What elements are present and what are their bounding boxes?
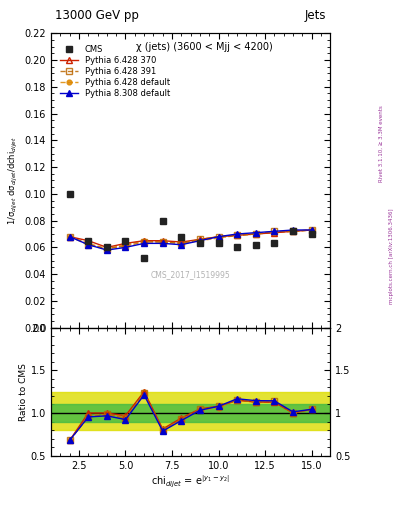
Text: mcplots.cern.ch [arXiv:1306.3436]: mcplots.cern.ch [arXiv:1306.3436] xyxy=(389,208,393,304)
Text: Jets: Jets xyxy=(305,9,326,22)
Pythia 6.428 default xyxy=(179,240,184,246)
Pythia 6.428 391 xyxy=(198,237,202,243)
Pythia 8.308 default xyxy=(290,227,295,233)
Bar xyxy=(51,392,330,430)
Line: Pythia 8.308 default: Pythia 8.308 default xyxy=(67,227,314,253)
CMS xyxy=(105,244,109,250)
Pythia 6.428 391 xyxy=(235,232,239,239)
Pythia 6.428 391 xyxy=(216,233,221,240)
Pythia 8.308 default xyxy=(160,240,165,246)
Pythia 6.428 370 xyxy=(290,228,295,234)
CMS xyxy=(67,191,72,197)
Text: CMS_2017_I1519995: CMS_2017_I1519995 xyxy=(151,270,230,279)
Pythia 6.428 391 xyxy=(253,231,258,237)
Pythia 6.428 default xyxy=(160,239,165,245)
X-axis label: chi$_{dijet}$ = e$^{|y_1 - y_2|}$: chi$_{dijet}$ = e$^{|y_1 - y_2|}$ xyxy=(151,473,230,489)
Pythia 6.428 391 xyxy=(67,233,72,240)
CMS xyxy=(179,233,184,240)
CMS xyxy=(235,244,239,250)
Pythia 8.308 default xyxy=(123,244,128,250)
Line: Pythia 6.428 391: Pythia 6.428 391 xyxy=(67,227,314,251)
Pythia 6.428 default xyxy=(290,228,295,234)
Pythia 6.428 370 xyxy=(105,244,109,250)
Pythia 6.428 370 xyxy=(67,233,72,240)
Legend: CMS, Pythia 6.428 370, Pythia 6.428 391, Pythia 6.428 default, Pythia 8.308 defa: CMS, Pythia 6.428 370, Pythia 6.428 391,… xyxy=(58,44,172,100)
Pythia 6.428 370 xyxy=(235,232,239,239)
Pythia 6.428 default xyxy=(86,240,91,246)
Pythia 6.428 default xyxy=(309,227,314,233)
Pythia 6.428 default xyxy=(142,238,147,244)
Pythia 6.428 391 xyxy=(179,240,184,246)
Pythia 6.428 370 xyxy=(198,237,202,243)
Line: Pythia 6.428 370: Pythia 6.428 370 xyxy=(67,227,314,250)
Pythia 6.428 370 xyxy=(123,240,128,246)
Pythia 6.428 default xyxy=(67,233,72,240)
Pythia 6.428 default xyxy=(105,246,109,252)
Y-axis label: 1/σ$_{dijet}$ dσ$_{dijet}$/dchi$_{dijet}$: 1/σ$_{dijet}$ dσ$_{dijet}$/dchi$_{dijet}… xyxy=(7,136,20,225)
Pythia 6.428 370 xyxy=(309,227,314,233)
Pythia 6.428 391 xyxy=(160,239,165,245)
CMS xyxy=(160,218,165,224)
CMS xyxy=(86,238,91,244)
Line: CMS: CMS xyxy=(67,191,314,261)
Pythia 6.428 370 xyxy=(86,238,91,244)
Line: Pythia 6.428 default: Pythia 6.428 default xyxy=(67,227,314,251)
Pythia 6.428 default xyxy=(253,231,258,237)
CMS xyxy=(142,255,147,261)
Pythia 8.308 default xyxy=(198,238,202,244)
CMS xyxy=(198,240,202,246)
Pythia 6.428 370 xyxy=(216,233,221,240)
Pythia 8.308 default xyxy=(179,242,184,248)
Pythia 8.308 default xyxy=(216,233,221,240)
Pythia 6.428 370 xyxy=(272,229,277,236)
Pythia 6.428 391 xyxy=(272,228,277,234)
Pythia 6.428 391 xyxy=(290,228,295,234)
Pythia 8.308 default xyxy=(309,227,314,233)
Text: χ (jets) (3600 < Mjj < 4200): χ (jets) (3600 < Mjj < 4200) xyxy=(136,42,273,52)
CMS xyxy=(309,231,314,237)
Pythia 6.428 391 xyxy=(309,227,314,233)
Bar xyxy=(51,404,330,421)
Text: 13000 GeV pp: 13000 GeV pp xyxy=(55,9,139,22)
Pythia 8.308 default xyxy=(67,233,72,240)
Pythia 8.308 default xyxy=(235,231,239,237)
Pythia 8.308 default xyxy=(272,228,277,234)
Pythia 6.428 391 xyxy=(105,246,109,252)
Pythia 8.308 default xyxy=(105,247,109,253)
CMS xyxy=(253,242,258,248)
Pythia 6.428 default xyxy=(123,242,128,248)
Pythia 6.428 391 xyxy=(142,239,147,245)
Pythia 6.428 default xyxy=(235,232,239,239)
Y-axis label: Ratio to CMS: Ratio to CMS xyxy=(19,362,28,421)
Pythia 6.428 370 xyxy=(160,238,165,244)
Text: Rivet 3.1.10, ≥ 3.3M events: Rivet 3.1.10, ≥ 3.3M events xyxy=(379,105,384,182)
Pythia 6.428 default xyxy=(272,229,277,236)
Pythia 6.428 370 xyxy=(142,238,147,244)
Pythia 6.428 391 xyxy=(123,243,128,249)
CMS xyxy=(216,240,221,246)
Pythia 6.428 391 xyxy=(86,242,91,248)
Pythia 6.428 default xyxy=(216,235,221,241)
CMS xyxy=(123,238,128,244)
CMS xyxy=(290,228,295,234)
Pythia 8.308 default xyxy=(253,229,258,236)
CMS xyxy=(272,240,277,246)
Pythia 8.308 default xyxy=(86,242,91,248)
Pythia 6.428 370 xyxy=(253,231,258,237)
Pythia 8.308 default xyxy=(142,240,147,246)
Pythia 6.428 370 xyxy=(179,239,184,245)
Pythia 6.428 default xyxy=(198,238,202,244)
